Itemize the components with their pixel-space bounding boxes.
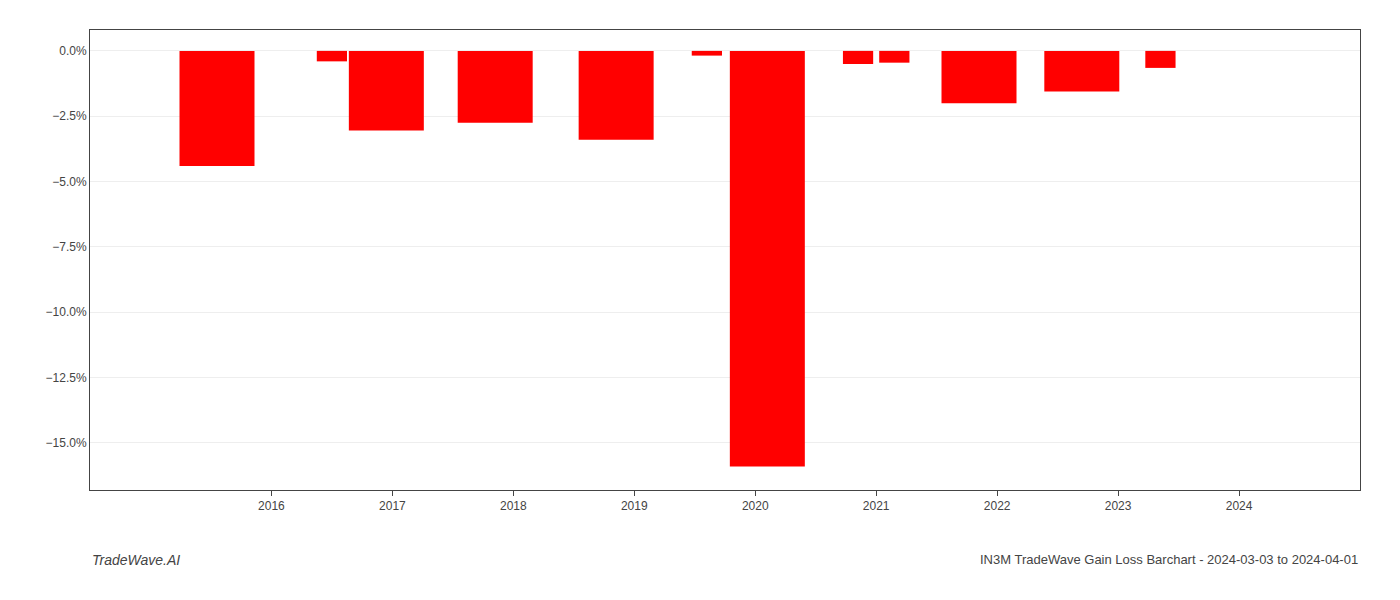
svg-text:−10.0%: −10.0% xyxy=(46,305,87,319)
svg-text:2017: 2017 xyxy=(379,499,406,513)
svg-text:2018: 2018 xyxy=(500,499,527,513)
svg-text:TradeWave.AI: TradeWave.AI xyxy=(92,552,180,568)
svg-text:2020: 2020 xyxy=(742,499,769,513)
svg-text:−7.5%: −7.5% xyxy=(52,240,87,254)
svg-text:0.0%: 0.0% xyxy=(59,44,87,58)
svg-text:IN3M TradeWave Gain Loss Barch: IN3M TradeWave Gain Loss Barchart - 2024… xyxy=(980,552,1358,567)
svg-text:2022: 2022 xyxy=(984,499,1011,513)
svg-text:−12.5%: −12.5% xyxy=(46,371,87,385)
svg-text:2019: 2019 xyxy=(621,499,648,513)
svg-text:−5.0%: −5.0% xyxy=(52,175,87,189)
svg-text:2021: 2021 xyxy=(863,499,890,513)
svg-text:2024: 2024 xyxy=(1226,499,1253,513)
svg-text:2016: 2016 xyxy=(258,499,285,513)
svg-text:2023: 2023 xyxy=(1105,499,1132,513)
svg-text:−15.0%: −15.0% xyxy=(46,436,87,450)
svg-text:−2.5%: −2.5% xyxy=(52,109,87,123)
